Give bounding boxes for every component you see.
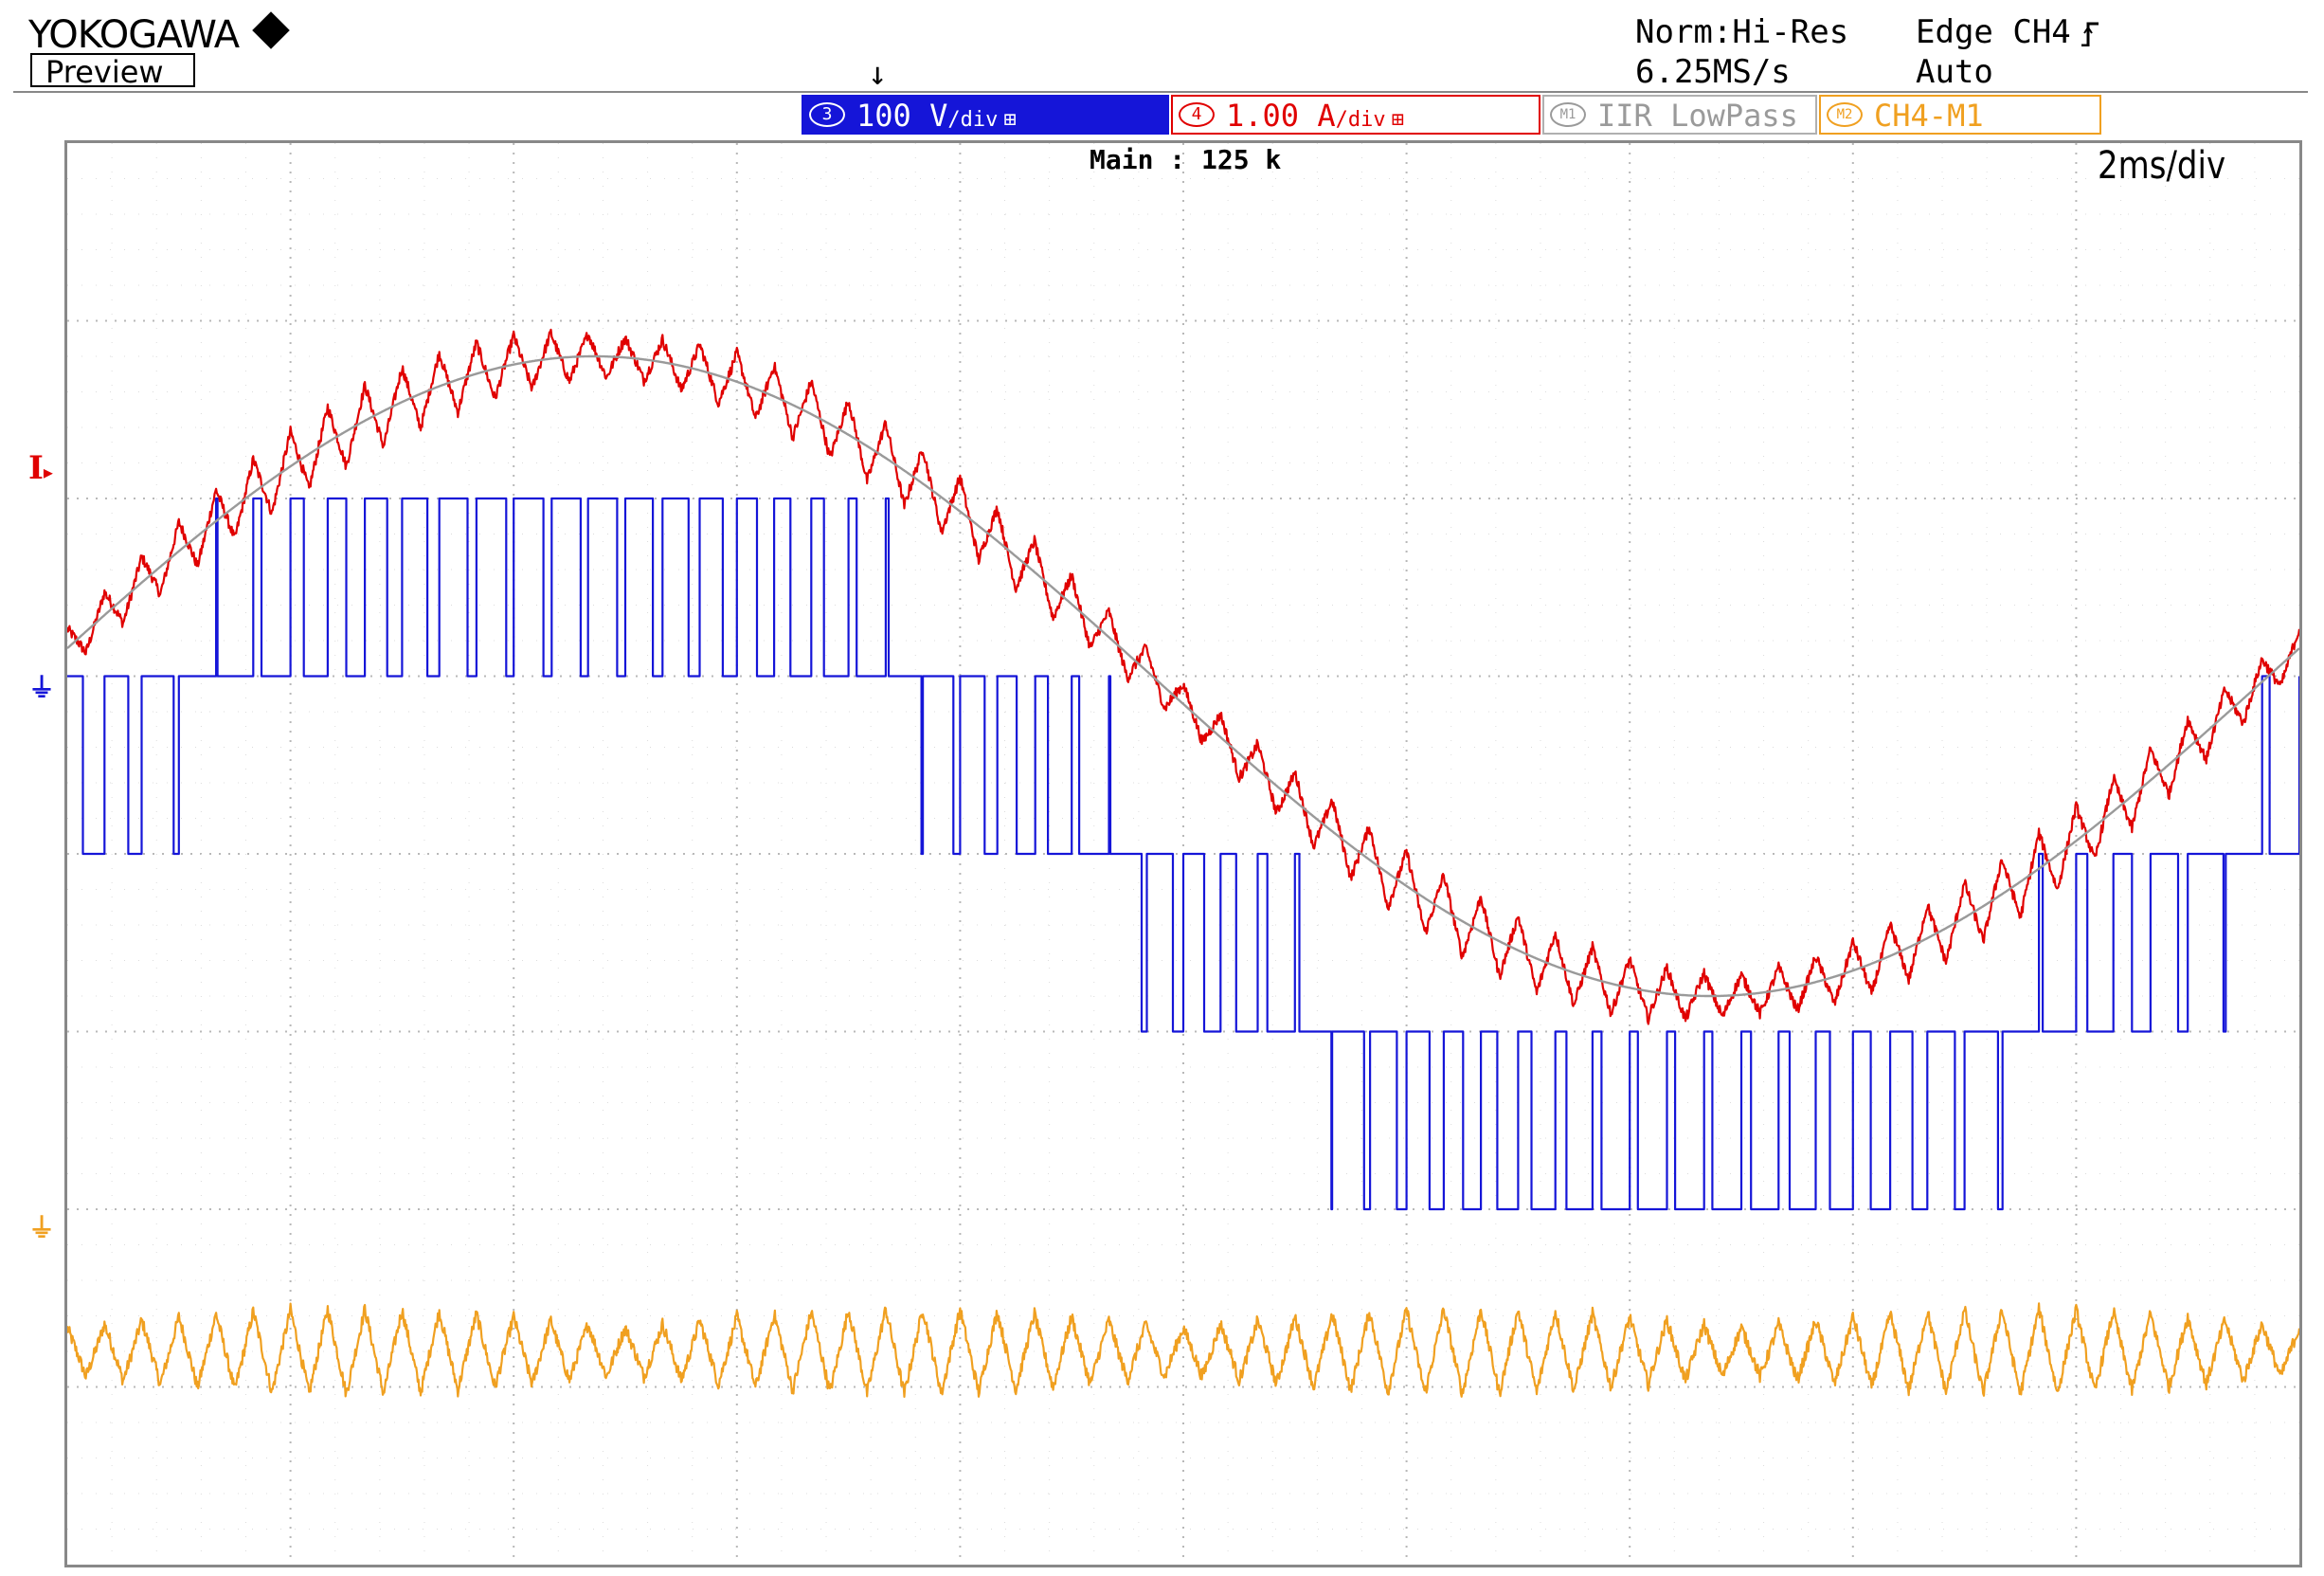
rising-edge-icon	[2081, 22, 2099, 46]
ch4-scale-label: 1.00 A	[1226, 98, 1336, 134]
ch4-settings-box[interactable]: 4 1.00 A/div ⊞	[1171, 95, 1540, 135]
ch3-settings-box[interactable]: 3 100 V/div ⊞	[802, 95, 1169, 135]
m2-ground-marker-icon[interactable]: ⏚	[28, 1212, 56, 1243]
math1-settings-box[interactable]: M1 IIR LowPass	[1542, 95, 1817, 135]
brand-logo: YOKOGAWA	[28, 11, 290, 57]
trigger-mode[interactable]: Auto	[1916, 53, 1993, 91]
acquisition-mode[interactable]: Norm:Hi-Res	[1635, 13, 1849, 51]
math2-settings-box[interactable]: M2 CH4-M1	[1819, 95, 2101, 135]
traces	[65, 328, 2301, 1398]
sample-rate: 6.25MS/s	[1635, 53, 1791, 91]
timebase-label[interactable]: 2ms/div	[2098, 144, 2226, 188]
ch4-scale-unit: /div	[1335, 108, 1386, 132]
trigger-position-icon: ↓	[868, 55, 888, 93]
ch3-scale-unit: /div	[947, 108, 999, 132]
preview-indicator: Preview	[30, 53, 195, 89]
trigger-level-label: I	[28, 449, 44, 487]
ch4-number-badge: 4	[1179, 102, 1215, 127]
ch3-number-badge: 3	[809, 102, 845, 127]
ch4-bandwidth-icon: ⊞	[1391, 108, 1404, 132]
brand-name: YOKOGAWA	[28, 13, 240, 57]
record-length-label: Main : 125 k	[1090, 144, 1282, 175]
trigger-type-label: Edge CH4	[1916, 13, 2071, 51]
m1-number-badge: M1	[1550, 102, 1586, 127]
trigger-level-marker: I▸	[28, 449, 53, 487]
ch3-trace	[66, 497, 2301, 1211]
ch3-bandwidth-icon: ⊞	[1003, 108, 1017, 132]
ch4-trace	[65, 328, 2301, 1025]
ch3-ground-marker-icon[interactable]: ⏚	[28, 672, 56, 703]
m1-trace	[66, 354, 2300, 998]
trigger-type[interactable]: Edge CH4	[1916, 13, 2099, 51]
m1-function-label: IIR LowPass	[1597, 98, 1798, 134]
m2-number-badge: M2	[1827, 102, 1863, 127]
m2-trace	[65, 1302, 2301, 1398]
waveform-screen-border	[64, 140, 2302, 1567]
ch3-scale-label: 100 V	[856, 98, 948, 134]
header-divider	[13, 91, 2308, 93]
m2-function-label: CH4-M1	[1874, 98, 1984, 134]
